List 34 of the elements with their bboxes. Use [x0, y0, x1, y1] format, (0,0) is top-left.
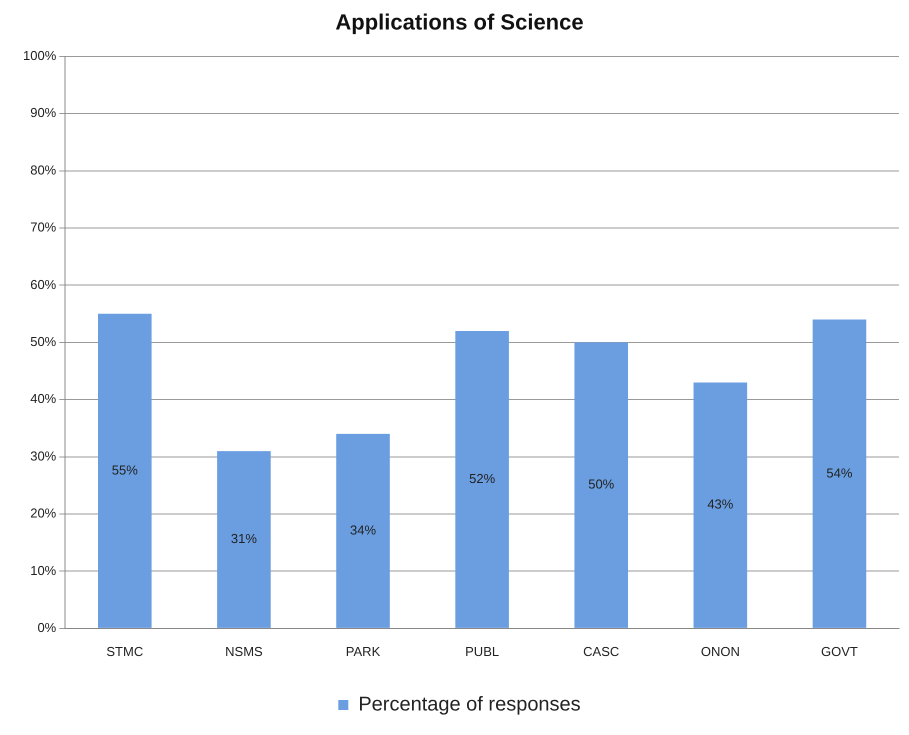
- chart-title: Applications of Science: [335, 9, 584, 34]
- x-tick-label: STMC: [106, 644, 144, 659]
- data-label: 54%: [826, 465, 853, 480]
- y-tick-label: 100%: [23, 48, 57, 63]
- y-tick-label: 10%: [30, 562, 57, 578]
- x-tick-label: CASC: [583, 644, 620, 659]
- data-label: 52%: [469, 471, 496, 486]
- y-tick-label: 90%: [30, 105, 57, 120]
- bar: [812, 320, 866, 628]
- bar: [694, 382, 748, 628]
- y-tick-label: 50%: [30, 334, 57, 349]
- data-label: 43%: [707, 496, 734, 512]
- bar: [574, 342, 628, 628]
- bar: [98, 314, 152, 628]
- x-tick-label: NSMS: [225, 644, 264, 659]
- x-tick-label: PARK: [346, 644, 381, 659]
- y-tick-label: 0%: [37, 620, 57, 635]
- bar: [455, 330, 509, 628]
- data-label: 50%: [588, 476, 615, 492]
- y-tick-label: 20%: [30, 506, 57, 521]
- bar: [336, 434, 390, 628]
- data-label: 34%: [350, 522, 376, 538]
- data-label: 31%: [230, 531, 258, 546]
- y-tick-label: 80%: [30, 162, 57, 178]
- x-tick-label: GOVT: [821, 644, 858, 659]
- y-tick-label: 60%: [30, 276, 57, 292]
- y-tick-label: 30%: [30, 448, 57, 464]
- y-tick-label: 70%: [30, 220, 57, 235]
- bar: [217, 451, 271, 628]
- data-label: 55%: [112, 462, 138, 478]
- x-tick-label: ONON: [700, 644, 740, 659]
- legend-label: Percentage of responses: [358, 694, 581, 716]
- x-tick-label: PUBL: [465, 644, 500, 659]
- y-tick-label: 40%: [30, 391, 57, 406]
